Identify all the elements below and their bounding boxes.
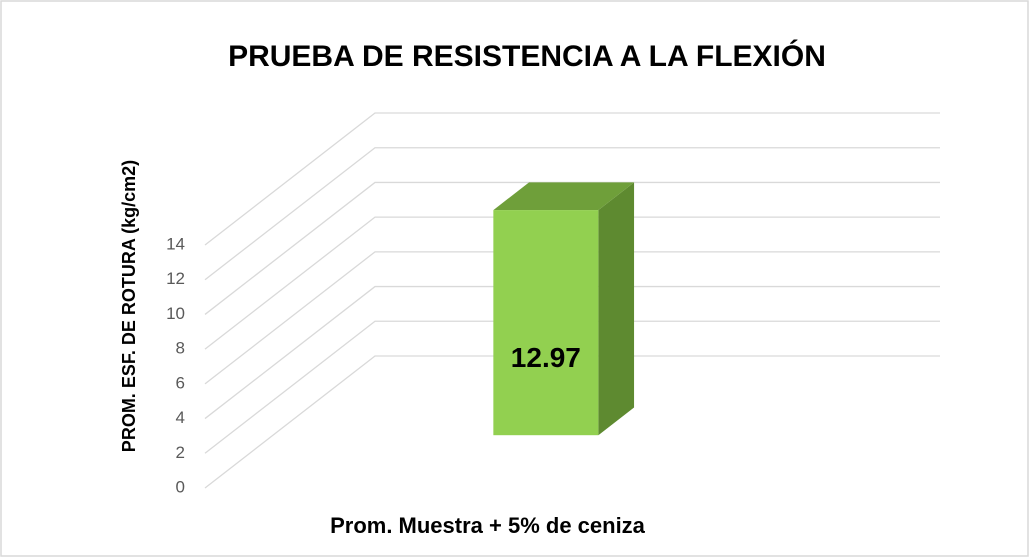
y-tick-label: 4 xyxy=(176,408,185,427)
grid-line xyxy=(204,216,940,350)
y-tick-label: 14 xyxy=(166,234,185,253)
y-tick-label: 12 xyxy=(166,269,185,288)
grid-line xyxy=(204,251,940,385)
grid-line xyxy=(204,181,940,315)
y-tick-label: 10 xyxy=(166,304,185,323)
grid-line xyxy=(204,112,940,246)
y-tick-label: 8 xyxy=(176,339,185,358)
y-tick-label: 6 xyxy=(176,373,185,392)
data-label: 12.97 xyxy=(511,342,581,373)
grid-line xyxy=(204,147,940,281)
chart-title: PRUEBA DE RESISTENCIA A LA FLEXIÓN xyxy=(228,39,826,73)
grid-line xyxy=(204,285,940,420)
y-tick-label: 0 xyxy=(176,477,185,496)
y-tick-label: 2 xyxy=(176,443,185,462)
x-tick-label: Prom. Muestra + 5% de ceniza xyxy=(330,513,646,538)
y-axis-label: PROM. ESF. DE ROTURA (kg/cm2) xyxy=(119,160,139,452)
grid-line xyxy=(204,355,940,489)
bar xyxy=(493,210,599,436)
bar-side xyxy=(598,182,635,436)
grid-line xyxy=(204,320,940,454)
bar-top xyxy=(493,182,635,211)
